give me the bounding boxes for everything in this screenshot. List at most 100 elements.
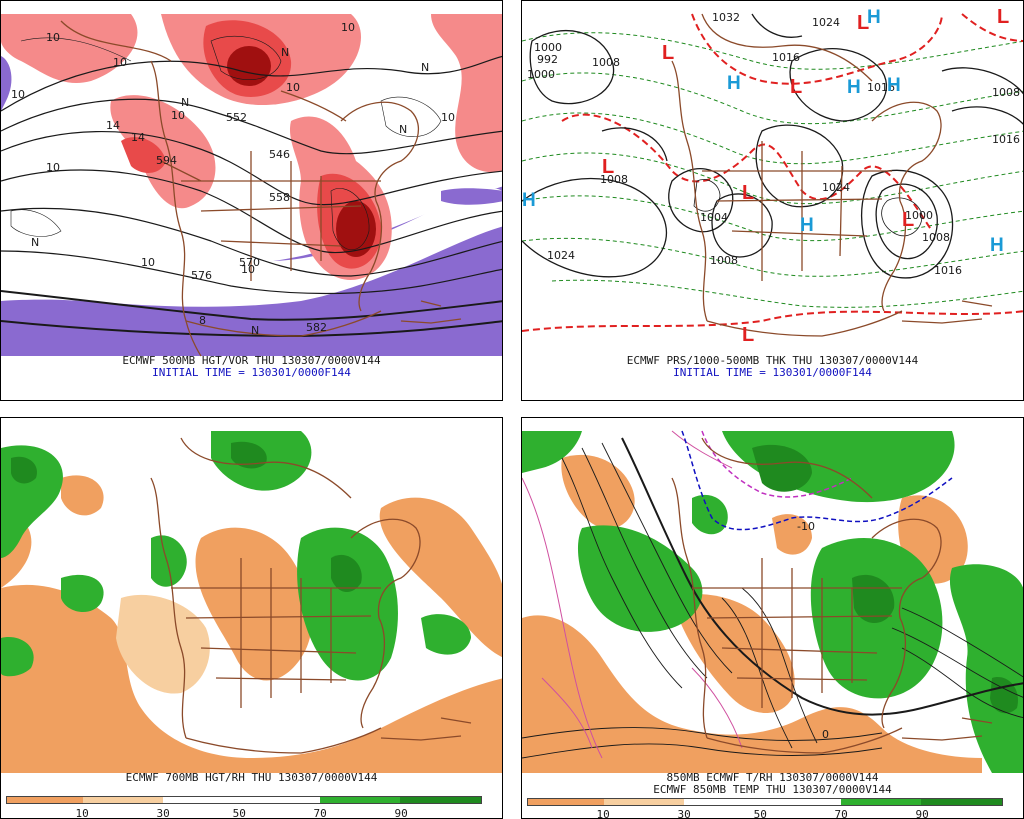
colorbar-segment bbox=[840, 799, 922, 805]
contour-label: 10 bbox=[46, 31, 60, 44]
high-pressure-center: H bbox=[727, 73, 741, 94]
colorbar-segment bbox=[319, 797, 401, 803]
isobar-label: 1016 bbox=[934, 264, 962, 277]
colorbar-segment bbox=[82, 797, 164, 803]
contour-label: 10 bbox=[113, 56, 127, 69]
colorbar-segment bbox=[528, 799, 604, 805]
colorbar-segment bbox=[921, 799, 1002, 805]
panel-pressure-thickness: 1024 1008 1004 1008 1000 1008 1016 1024 … bbox=[521, 0, 1024, 401]
height-label: 582 bbox=[306, 321, 327, 334]
isobar-label: 992 bbox=[537, 53, 558, 66]
rh-colorbar bbox=[6, 796, 482, 804]
isobar-label: 1024 bbox=[812, 16, 840, 29]
rh-700mb-map bbox=[1, 431, 502, 773]
contour-label: 10 bbox=[241, 263, 255, 276]
high-pressure-center: H bbox=[867, 7, 881, 28]
contour-label: 14 bbox=[131, 131, 145, 144]
height-label: 546 bbox=[269, 148, 290, 161]
colorbar-ticks: 10 30 50 70 90 bbox=[527, 808, 1003, 819]
isobar-label: 1004 bbox=[700, 211, 728, 224]
height-label: 594 bbox=[156, 154, 177, 167]
contour-label: 14 bbox=[106, 119, 120, 132]
vort-marker: N bbox=[281, 46, 289, 59]
isobar-label: 1000 bbox=[534, 41, 562, 54]
panel-caption: ECMWF PRS/1000-500MB THK THU 130307/0000… bbox=[626, 354, 919, 367]
isobar-label: 1016 bbox=[992, 133, 1020, 146]
vorticity-map: 10 10 14 10 N 594 14 10 10 N N 552 546 5… bbox=[1, 14, 502, 357]
isobar-label: 1000 bbox=[905, 209, 933, 222]
contour-label: 10 bbox=[441, 111, 455, 124]
vort-marker: N bbox=[421, 61, 429, 74]
contour-label: 10 bbox=[141, 256, 155, 269]
colorbar-segment bbox=[7, 797, 83, 803]
colorbar-tick: 70 bbox=[313, 807, 327, 819]
colorbar-tick: 90 bbox=[915, 808, 929, 819]
colorbar-segment bbox=[684, 799, 841, 805]
height-label: 552 bbox=[226, 111, 247, 124]
low-pressure-center: L bbox=[742, 324, 754, 346]
panel-850mb-temp-rh: -10 0 850MB ECMWF T/RH 130307/0000V144 E… bbox=[521, 417, 1024, 819]
panel-caption: ECMWF 700MB HGT/RH THU 130307/0000V144 bbox=[125, 771, 378, 784]
colorbar-tick: 50 bbox=[753, 808, 767, 819]
contour-label: 10 bbox=[341, 21, 355, 34]
vort-marker: N bbox=[181, 96, 189, 109]
isobar-label: 1008 bbox=[922, 231, 950, 244]
isobar-label: 1000 bbox=[527, 68, 555, 81]
high-pressure-center: H bbox=[887, 75, 901, 96]
low-pressure-center: L bbox=[902, 209, 914, 231]
isobar-label: 1024 bbox=[547, 249, 575, 262]
height-label: 570 bbox=[239, 256, 260, 269]
colorbar-tick: 30 bbox=[156, 807, 170, 819]
isobar-label: 1008 bbox=[600, 173, 628, 186]
contour-label: 10 bbox=[171, 109, 185, 122]
high-pressure-center: H bbox=[522, 190, 536, 211]
contour-label: 8 bbox=[199, 314, 206, 327]
colorbar-tick: 10 bbox=[596, 808, 610, 819]
isobar-label: 1016 bbox=[867, 81, 895, 94]
low-pressure-center: L bbox=[602, 156, 614, 178]
isotherm-label: -10 bbox=[797, 520, 815, 533]
panel-subcaption: INITIAL TIME = 130301/0000F144 bbox=[152, 366, 351, 379]
contour-label: 10 bbox=[11, 88, 25, 101]
panel-subcaption: INITIAL TIME = 130301/0000F144 bbox=[673, 366, 872, 379]
panel-caption: ECMWF 500MB HGT/VOR THU 130307/0000V144 bbox=[122, 354, 381, 367]
contour-label: 10 bbox=[286, 81, 300, 94]
colorbar-segment bbox=[163, 797, 320, 803]
colorbar-tick: 50 bbox=[232, 807, 246, 819]
low-pressure-center: L bbox=[742, 182, 754, 204]
isobar-label: 1008 bbox=[992, 86, 1020, 99]
low-pressure-center: L bbox=[997, 6, 1009, 28]
colorbar-segment bbox=[400, 797, 481, 803]
colorbar-tick: 70 bbox=[834, 808, 848, 819]
rh-colorbar bbox=[527, 798, 1003, 806]
colorbar-ticks: 10 30 50 70 90 bbox=[6, 807, 482, 819]
panel-subcaption: ECMWF 850MB TEMP THU 130307/0000V144 bbox=[653, 783, 892, 796]
low-pressure-center: L bbox=[857, 12, 869, 34]
contour-label: 10 bbox=[46, 161, 60, 174]
isobar-label: 1008 bbox=[592, 56, 620, 69]
isobar-label: 1024 bbox=[822, 181, 850, 194]
panel-700mb-rh: ECMWF 700MB HGT/RH THU 130307/0000V144 1… bbox=[0, 417, 503, 819]
low-pressure-center: L bbox=[662, 42, 674, 64]
colorbar-tick: 30 bbox=[677, 808, 691, 819]
vort-marker: N bbox=[251, 324, 259, 337]
high-pressure-center: H bbox=[800, 215, 814, 236]
isobar-label: 1016 bbox=[772, 51, 800, 64]
colorbar-segment bbox=[603, 799, 685, 805]
isobar-label: 1032 bbox=[712, 11, 740, 24]
temp-rh-850mb-map: -10 0 bbox=[522, 430, 1023, 773]
isobar-label: 1008 bbox=[710, 254, 738, 267]
colorbar-tick: 10 bbox=[75, 807, 89, 819]
high-pressure-center: H bbox=[990, 235, 1004, 256]
panel-caption: 850MB ECMWF T/RH 130307/0000V144 bbox=[666, 771, 879, 784]
low-pressure-center: L bbox=[790, 76, 802, 98]
vort-marker: N bbox=[399, 123, 407, 136]
vort-marker: N bbox=[31, 236, 39, 249]
pressure-thickness-map: 1024 1008 1004 1008 1000 1008 1016 1024 … bbox=[522, 6, 1023, 356]
panel-500mb-vorticity: 10 10 14 10 N 594 14 10 10 N N 552 546 5… bbox=[0, 0, 503, 401]
height-label: 558 bbox=[269, 191, 290, 204]
isotherm-label: 0 bbox=[822, 728, 829, 741]
colorbar-tick: 90 bbox=[394, 807, 408, 819]
height-label: 576 bbox=[191, 269, 212, 282]
high-pressure-center: H bbox=[847, 77, 861, 98]
